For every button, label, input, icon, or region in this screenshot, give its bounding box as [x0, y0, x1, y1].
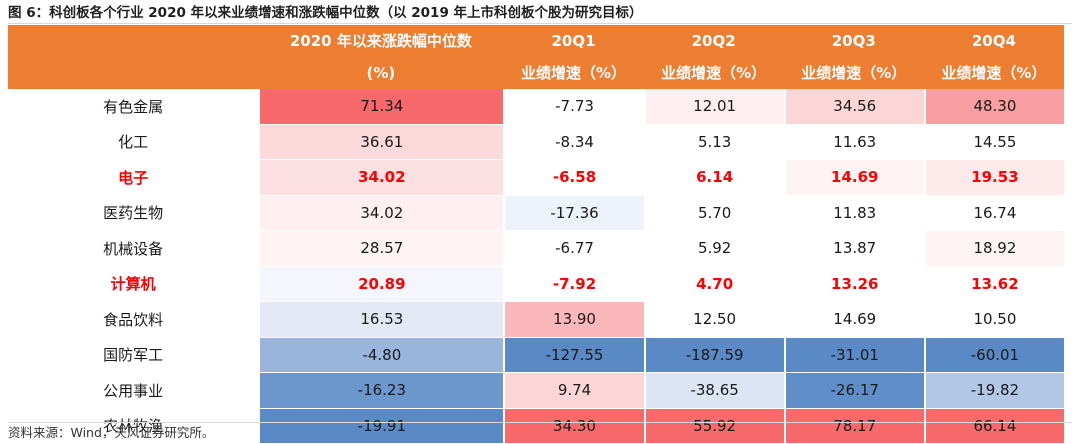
industry-growth-table: 2020 年以来涨跌幅中位数 20Q1 20Q2 20Q3 20Q4 (%) 业…	[8, 25, 1064, 444]
header-20q1-growth: 业绩增速（%）	[503, 57, 643, 89]
industry-name: 化工	[8, 125, 258, 161]
cell-20q1-growth: -7.92	[503, 267, 643, 303]
cell-20q2-growth: 4.70	[644, 267, 784, 303]
cell-20q1-growth: 34.30	[503, 409, 643, 444]
industry-name: 医药生物	[8, 196, 258, 232]
cell-20q2-growth: 55.92	[644, 409, 784, 444]
title-divider	[8, 23, 1072, 24]
header-20q4: 20Q4	[924, 25, 1064, 57]
cell-ytd-median: -16.23	[258, 373, 503, 409]
header-20q3-growth: 业绩增速（%）	[784, 57, 924, 89]
cell-ytd-median: 34.02	[258, 160, 503, 196]
cell-ytd-median: 71.34	[258, 89, 503, 125]
cell-20q2-growth: -187.59	[644, 338, 784, 374]
cell-20q4-growth: 19.53	[924, 160, 1064, 196]
header-row-2: (%) 业绩增速（%） 业绩增速（%） 业绩增速（%） 业绩增速（%）	[8, 57, 1064, 89]
header-row-1: 2020 年以来涨跌幅中位数 20Q1 20Q2 20Q3 20Q4	[8, 25, 1064, 57]
cell-20q3-growth: 34.56	[784, 89, 924, 125]
cell-20q3-growth: 11.63	[784, 125, 924, 161]
cell-20q3-growth: 14.69	[784, 160, 924, 196]
cell-20q2-growth: 5.70	[644, 196, 784, 232]
cell-20q3-growth: -31.01	[784, 338, 924, 374]
header-ytd-unit: (%)	[258, 57, 503, 89]
cell-20q2-growth: 5.92	[644, 231, 784, 267]
figure-title: 图 6：科创板各个行业 2020 年以来业绩增速和涨跌幅中位数（以 2019 年…	[8, 4, 643, 22]
cell-20q1-growth: -7.73	[503, 89, 643, 125]
header-20q3: 20Q3	[784, 25, 924, 57]
cell-ytd-median: -4.80	[258, 338, 503, 374]
cell-20q1-growth: -17.36	[503, 196, 643, 232]
header-20q4-growth: 业绩增速（%）	[924, 57, 1064, 89]
cell-20q1-growth: 13.90	[503, 302, 643, 338]
cell-20q2-growth: 12.50	[644, 302, 784, 338]
header-industry-blank	[8, 25, 258, 57]
cell-ytd-median: 28.57	[258, 231, 503, 267]
industry-name: 有色金属	[8, 89, 258, 125]
header-20q2: 20Q2	[644, 25, 784, 57]
industry-name: 计算机	[8, 267, 258, 303]
cell-20q4-growth: -19.82	[924, 373, 1064, 409]
industry-name: 机械设备	[8, 231, 258, 267]
cell-20q1-growth: 9.74	[503, 373, 643, 409]
cell-20q4-growth: 14.55	[924, 125, 1064, 161]
cell-20q4-growth: 13.62	[924, 267, 1064, 303]
cell-20q3-growth: 13.87	[784, 231, 924, 267]
cell-20q3-growth: 11.83	[784, 196, 924, 232]
cell-20q2-growth: 6.14	[644, 160, 784, 196]
cell-20q3-growth: 13.26	[784, 267, 924, 303]
table-row: 国防军工-4.80-127.55-187.59-31.01-60.01	[8, 338, 1064, 374]
cell-20q4-growth: 18.92	[924, 231, 1064, 267]
header-20q1: 20Q1	[503, 25, 643, 57]
cell-20q2-growth: -38.65	[644, 373, 784, 409]
header-20q2-growth: 业绩增速（%）	[644, 57, 784, 89]
table-header: 2020 年以来涨跌幅中位数 20Q1 20Q2 20Q3 20Q4 (%) 业…	[8, 25, 1064, 89]
cell-20q3-growth: 78.17	[784, 409, 924, 444]
cell-20q1-growth: -8.34	[503, 125, 643, 161]
cell-20q1-growth: -127.55	[503, 338, 643, 374]
cell-ytd-median: 34.02	[258, 196, 503, 232]
industry-name: 食品饮料	[8, 302, 258, 338]
cell-20q1-growth: -6.77	[503, 231, 643, 267]
cell-20q3-growth: 14.69	[784, 302, 924, 338]
cell-20q2-growth: 5.13	[644, 125, 784, 161]
industry-name: 公用事业	[8, 373, 258, 409]
industry-name: 国防军工	[8, 338, 258, 374]
cell-ytd-median: 16.53	[258, 302, 503, 338]
cell-20q2-growth: 12.01	[644, 89, 784, 125]
source-note: 资料来源：Wind，天风证券研究所。	[8, 423, 214, 443]
cell-ytd-median: -19.91	[258, 409, 503, 444]
industry-name: 电子	[8, 160, 258, 196]
cell-20q4-growth: 66.14	[924, 409, 1064, 444]
cell-20q1-growth: -6.58	[503, 160, 643, 196]
cell-20q3-growth: -26.17	[784, 373, 924, 409]
header-industry-blank-2	[8, 57, 258, 89]
cell-20q4-growth: 10.50	[924, 302, 1064, 338]
header-ytd-median: 2020 年以来涨跌幅中位数	[258, 25, 503, 57]
cell-ytd-median: 20.89	[258, 267, 503, 303]
cell-ytd-median: 36.61	[258, 125, 503, 161]
cell-20q4-growth: -60.01	[924, 338, 1064, 374]
cell-20q4-growth: 16.74	[924, 196, 1064, 232]
cell-20q4-growth: 48.30	[924, 89, 1064, 125]
